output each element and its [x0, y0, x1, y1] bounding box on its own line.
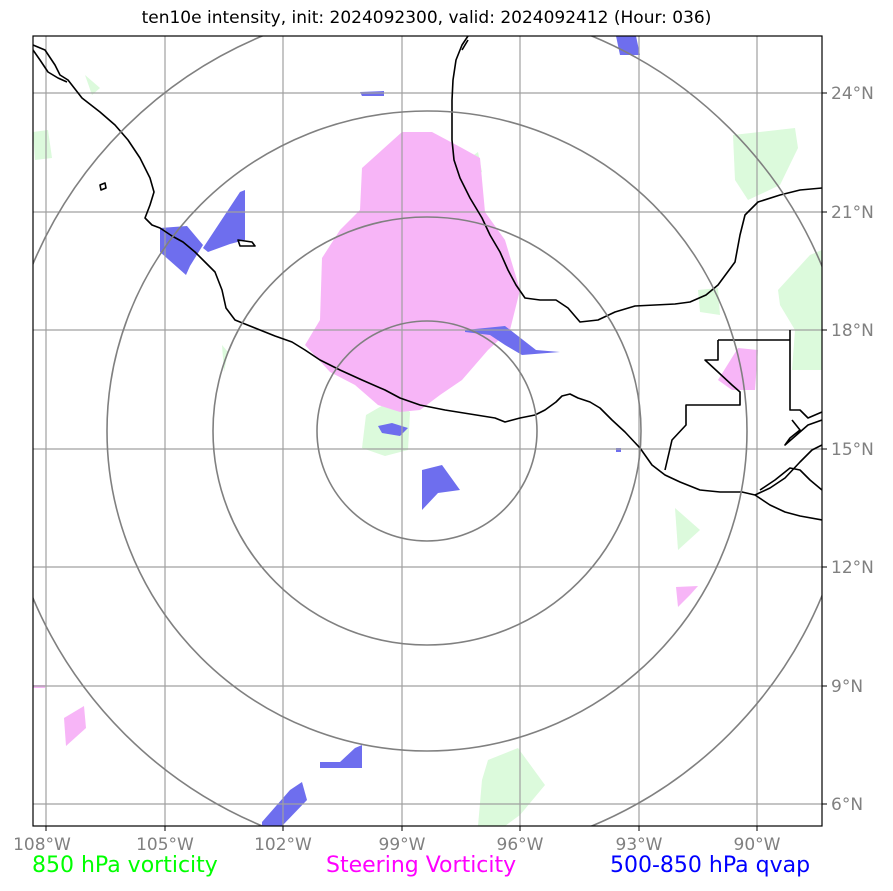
range-ring-3	[106, 110, 748, 752]
range-ring-4	[33, 36, 822, 826]
baja-inner-coast	[33, 49, 68, 83]
vorticity-area	[733, 128, 798, 200]
lon-label: 108°W	[13, 835, 71, 855]
yucatan-border	[789, 330, 822, 419]
lon-label: 96°W	[497, 835, 544, 855]
vorticity-area	[85, 75, 100, 95]
longitude-labels: 108°W 105°W 102°W 99°W 96°W 93°W 90°W	[13, 835, 781, 855]
steering-vorticity-areas	[33, 132, 758, 746]
lat-label: 24°N	[831, 84, 874, 104]
lon-label: 93°W	[616, 835, 663, 855]
steering-vorticity-area	[676, 586, 698, 607]
gulf-island	[461, 39, 469, 51]
lon-label: 99°W	[379, 835, 426, 855]
plot-frame	[32, 35, 823, 827]
island-1	[99, 182, 107, 191]
belize-coast	[784, 419, 822, 446]
qvap-area	[320, 745, 362, 768]
lat-label: 9°N	[831, 677, 863, 697]
steering-vorticity-area	[718, 348, 758, 390]
range-ring-1	[316, 320, 538, 542]
legend-steering-vorticity: Steering Vorticity	[326, 853, 517, 878]
guatemala-border-2	[664, 340, 741, 471]
vorticity-area	[33, 130, 52, 160]
range-ring-2	[212, 216, 642, 646]
steering-vorticity-area	[305, 132, 520, 412]
qvap-area	[422, 465, 460, 510]
qvap-area	[160, 226, 203, 275]
qvap-area	[616, 36, 640, 55]
lat-label: 6°N	[831, 795, 863, 815]
graticule	[33, 36, 822, 826]
lon-label: 105°W	[136, 835, 194, 855]
range-rings	[33, 36, 822, 826]
qvap-area	[378, 423, 408, 436]
vorticity-area	[698, 288, 720, 315]
honduras-border	[759, 467, 822, 491]
map-title: ten10e intensity, init: 2024092300, vali…	[141, 8, 712, 28]
steering-vorticity-area	[64, 706, 86, 746]
pacific-coast-mexico	[33, 44, 822, 521]
coastlines	[33, 36, 822, 521]
lat-label: 12°N	[831, 558, 874, 578]
central-america-border	[754, 444, 822, 496]
lat-label: 21°N	[831, 203, 874, 223]
vorticity-area	[478, 748, 545, 826]
lon-label: 90°W	[734, 835, 781, 855]
vorticity-area	[778, 250, 822, 370]
legend-qvap: 500-850 hPa qvap	[610, 853, 811, 878]
lat-label: 18°N	[831, 321, 874, 341]
legend-850-vorticity: 850 hPa vorticity	[32, 853, 218, 878]
qvap-area	[465, 326, 560, 355]
lon-label: 102°W	[254, 835, 312, 855]
vorticity-area	[675, 508, 700, 550]
latitude-labels: 24°N 21°N 18°N 15°N 12°N 9°N 6°N	[831, 84, 874, 815]
qvap-area	[203, 190, 245, 252]
lat-label: 15°N	[831, 440, 874, 460]
gulf-coast-mexico	[451, 36, 822, 323]
tick-marks	[45, 92, 827, 831]
lake-1	[237, 239, 256, 247]
